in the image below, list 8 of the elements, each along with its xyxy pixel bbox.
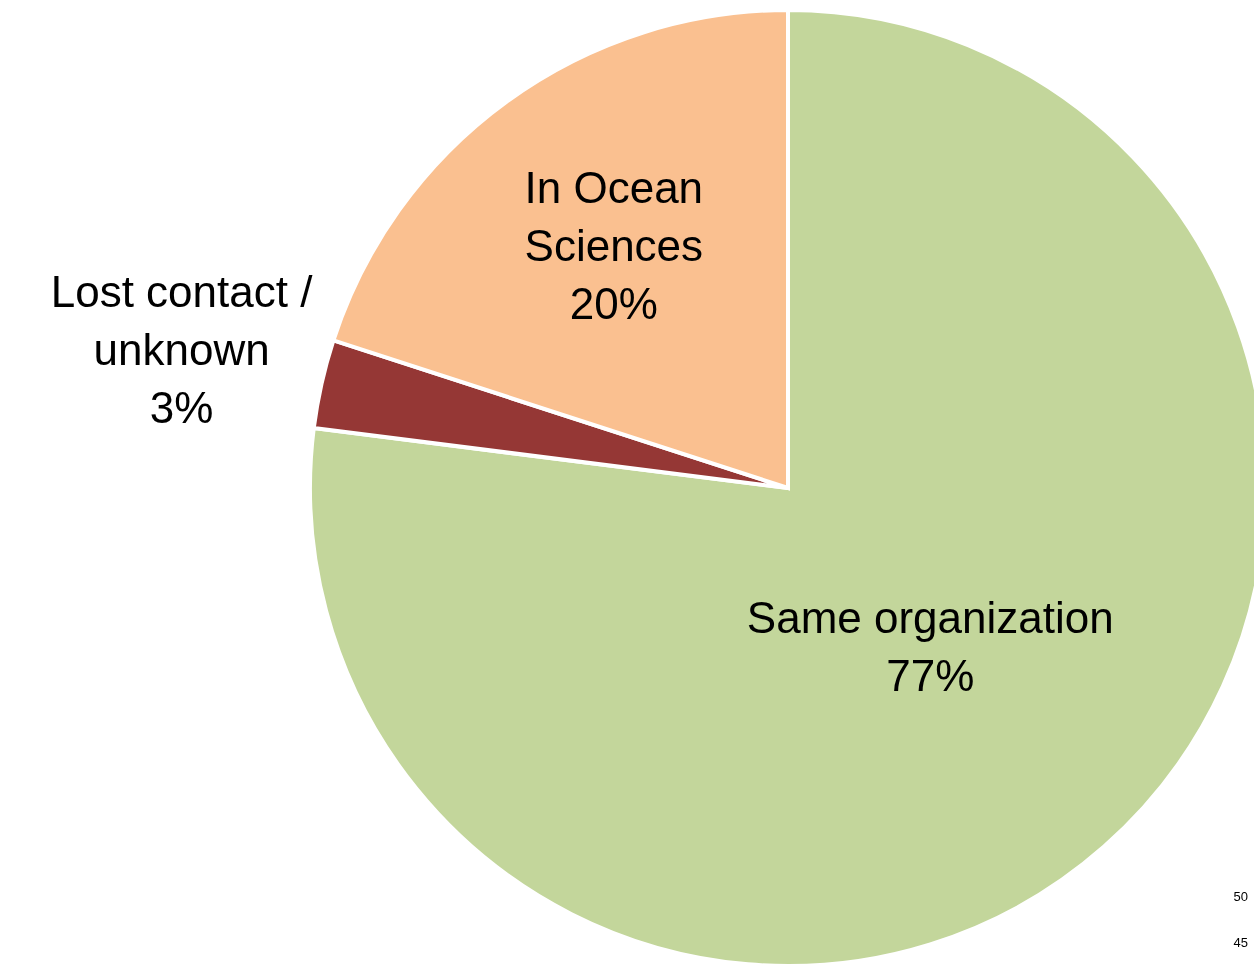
text: 45 [1233, 935, 1248, 950]
slice-label: Same organization [746, 593, 1114, 643]
data-label: 20% [569, 279, 658, 329]
data-label: 3% [149, 383, 214, 433]
data-label: 77% [886, 651, 975, 701]
slice-label: Lost contact / unknown [50, 267, 314, 375]
text: 50 [1233, 889, 1248, 904]
slice-label: In Ocean Sciences [524, 163, 704, 271]
